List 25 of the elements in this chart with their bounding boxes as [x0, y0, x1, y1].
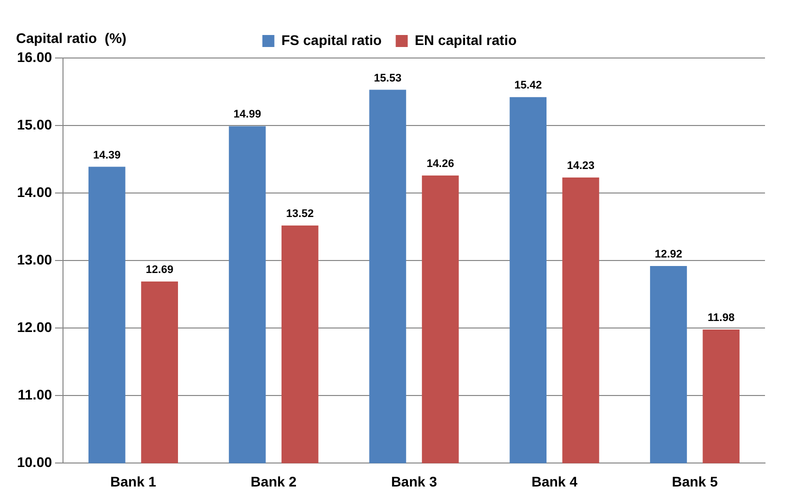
y-tick-label: 15.00: [16, 116, 52, 132]
y-tick-label: 16.00: [16, 48, 52, 65]
data-label: 13.52: [286, 208, 314, 220]
y-tick-label: 11.00: [18, 386, 52, 403]
y-tick-label: 10.00: [16, 454, 52, 470]
data-label: 12.92: [654, 248, 682, 261]
data-label: 14.99: [234, 108, 262, 121]
x-tick-label: Bank 5: [672, 473, 718, 490]
y-axis-title: Capital ratio (%): [16, 30, 126, 46]
x-tick-label: Bank 2: [250, 473, 297, 490]
data-label: 14.23: [566, 160, 594, 172]
data-label: 14.39: [93, 149, 121, 162]
legend-label: EN capital ratio: [414, 32, 517, 48]
data-label: 15.53: [374, 72, 402, 84]
x-tick-label: Bank 1: [110, 473, 156, 490]
x-tick-label: Bank 3: [391, 473, 438, 490]
y-tick-label: 13.00: [16, 251, 52, 268]
y-tick-label: 12.00: [16, 318, 52, 335]
y-tick-label: 14.00: [16, 184, 52, 200]
x-tick-label: Bank 4: [531, 473, 578, 490]
data-label: 11.98: [708, 312, 735, 324]
data-label: 15.42: [514, 80, 542, 92]
data-label: 14.26: [426, 158, 454, 170]
data-label: 12.69: [146, 264, 174, 276]
legend-label: FS capital ratio: [281, 32, 382, 48]
